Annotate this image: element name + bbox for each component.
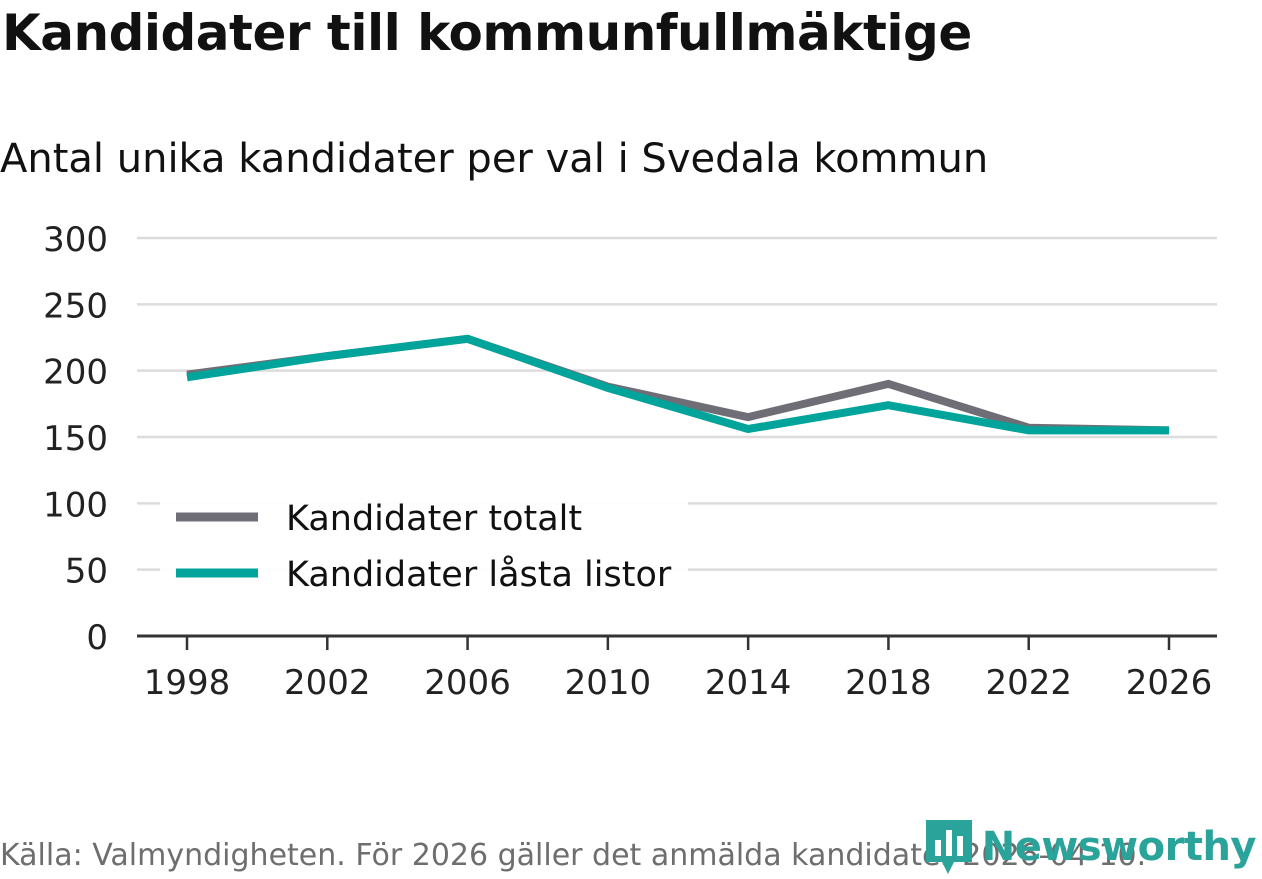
- y-tick-label: 100: [43, 485, 108, 525]
- legend-label: Kandidater totalt: [286, 499, 582, 539]
- legend: Kandidater totalt Kandidater låsta listor: [176, 499, 672, 595]
- x-tick-label: 2010: [565, 663, 652, 703]
- series-line-locked: [186, 334, 1169, 435]
- x-tick-label: 1998: [144, 663, 231, 703]
- y-tick-label: 300: [43, 220, 108, 260]
- legend-label: Kandidater låsta listor: [286, 554, 672, 595]
- y-tick-label: 200: [43, 353, 108, 393]
- y-tick-label: 0: [86, 618, 108, 658]
- x-tick-label: 2006: [424, 663, 511, 703]
- newsworthy-logo: Newsworthy: [924, 818, 1257, 876]
- y-tick-label: 150: [43, 419, 108, 459]
- brand-name: Newsworthy: [981, 824, 1257, 870]
- x-tick-label: 2018: [845, 663, 932, 703]
- series-lines: [186, 334, 1170, 435]
- bar-chart-logo-icon: [925, 820, 972, 874]
- x-tick-label: 2014: [705, 663, 792, 703]
- chart-subtitle: Antal unika kandidater per val i Svedala…: [0, 136, 989, 182]
- y-tick-label: 250: [43, 286, 108, 326]
- legend-background: [160, 492, 688, 604]
- y-tick-label: 50: [65, 552, 108, 592]
- x-tick-label: 2002: [284, 663, 371, 703]
- y-axis-ticks: 0 50 100 150 200 250 300: [43, 220, 108, 658]
- x-tick-label: 2022: [985, 663, 1072, 703]
- chart-title: Kandidater till kommunfullmäktige: [2, 4, 972, 62]
- legend-box: [160, 492, 688, 604]
- x-axis: 1998 2002 2006 2010 2014 2018 2022 2026: [137, 634, 1217, 703]
- x-tick-label: 2026: [1126, 663, 1213, 703]
